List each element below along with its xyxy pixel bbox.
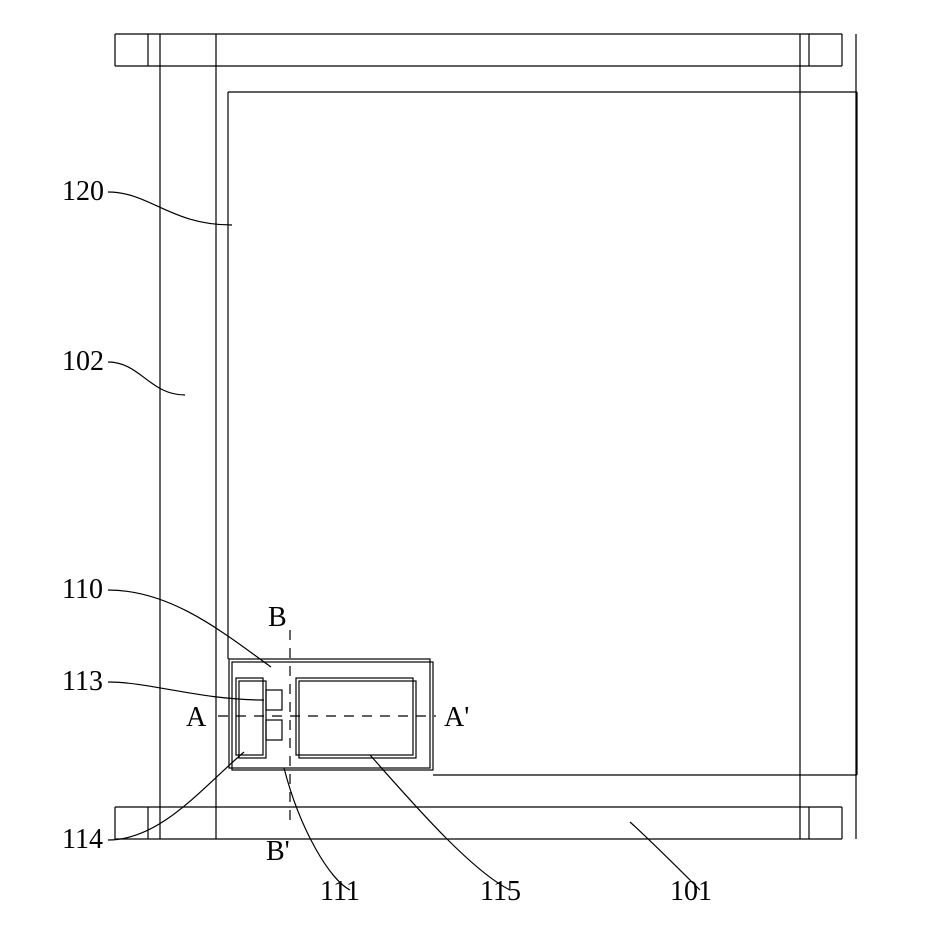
callout-111: 111	[284, 768, 360, 907]
callout-102: 102	[62, 346, 185, 395]
bottom-bar	[115, 807, 842, 839]
tft-block	[229, 659, 433, 770]
callout-115: 115	[370, 755, 521, 907]
svg-text:111: 111	[320, 876, 360, 907]
label-bprime: B'	[266, 836, 290, 867]
callout-113: 113	[62, 666, 264, 700]
inner-frame	[228, 92, 857, 775]
svg-text:114: 114	[62, 824, 103, 855]
label-a: A	[186, 702, 207, 733]
schematic-diagram: A A' B B' 120 102 110 113 114 111 115 10…	[0, 0, 931, 932]
svg-text:113: 113	[62, 666, 103, 697]
svg-text:102: 102	[62, 346, 104, 377]
svg-text:120: 120	[62, 176, 104, 207]
right-post	[800, 34, 856, 839]
callout-120: 120	[62, 176, 232, 225]
top-bar	[115, 34, 842, 66]
callout-110: 110	[62, 574, 271, 667]
label-b: B	[268, 602, 287, 633]
svg-text:115: 115	[480, 876, 521, 907]
callout-101: 101	[630, 822, 712, 907]
label-aprime: A'	[444, 702, 469, 733]
svg-text:110: 110	[62, 574, 103, 605]
